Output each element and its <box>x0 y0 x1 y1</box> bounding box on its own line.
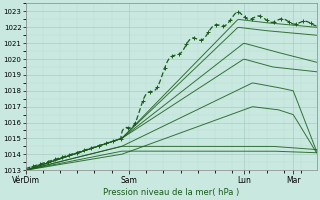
X-axis label: Pression niveau de la mer( hPa ): Pression niveau de la mer( hPa ) <box>103 188 239 197</box>
